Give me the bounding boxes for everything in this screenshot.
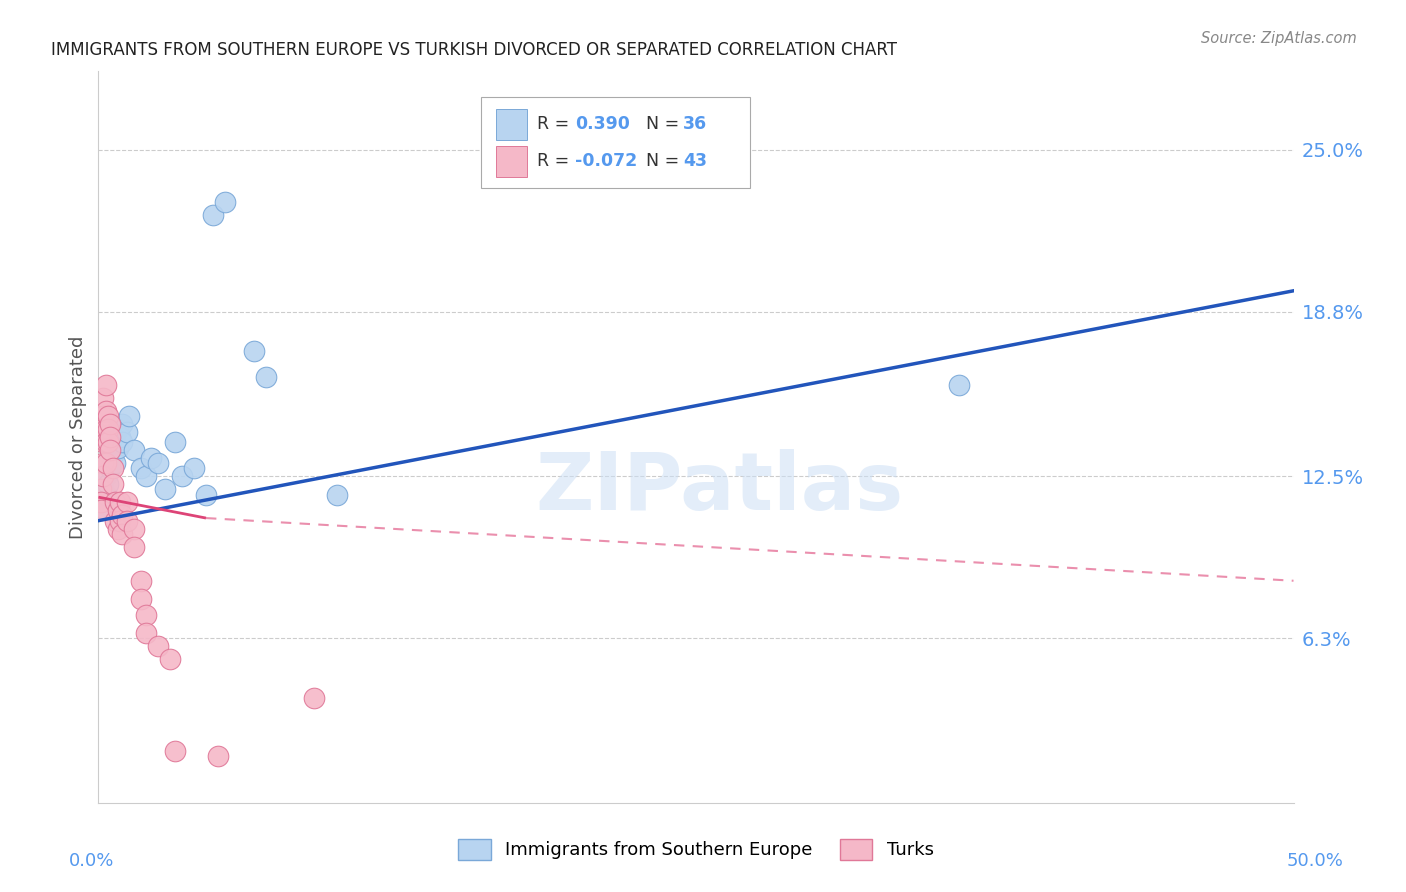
Point xyxy=(91,500,114,515)
Text: N =: N = xyxy=(636,115,685,133)
Point xyxy=(107,441,129,455)
Point xyxy=(91,409,114,424)
Point xyxy=(90,503,112,517)
Point xyxy=(124,521,146,535)
Point xyxy=(124,540,146,554)
Point xyxy=(131,574,153,588)
Point xyxy=(104,495,127,509)
Text: IMMIGRANTS FROM SOUTHERN EUROPE VS TURKISH DIVORCED OR SEPARATED CORRELATION CHA: IMMIGRANTS FROM SOUTHERN EUROPE VS TURKI… xyxy=(51,41,897,59)
Point xyxy=(98,461,122,475)
Point xyxy=(108,514,131,528)
Text: R =: R = xyxy=(537,153,575,170)
Point xyxy=(97,409,120,424)
Legend: Immigrants from Southern Europe, Turks: Immigrants from Southern Europe, Turks xyxy=(451,831,941,867)
Point xyxy=(243,343,266,358)
Point xyxy=(97,422,120,436)
Point xyxy=(94,456,117,470)
Point xyxy=(183,461,205,475)
Point xyxy=(302,691,325,706)
Point xyxy=(135,469,157,483)
Text: 50.0%: 50.0% xyxy=(1286,852,1343,870)
Point xyxy=(163,743,186,757)
FancyBboxPatch shape xyxy=(496,109,527,139)
Point xyxy=(148,639,170,653)
Point xyxy=(94,422,117,436)
Point xyxy=(115,495,138,509)
Text: 0.390: 0.390 xyxy=(575,115,630,133)
Text: Source: ZipAtlas.com: Source: ZipAtlas.com xyxy=(1201,31,1357,46)
Point xyxy=(111,435,134,450)
Point xyxy=(97,456,120,470)
Point xyxy=(90,495,112,509)
Y-axis label: Divorced or Separated: Divorced or Separated xyxy=(69,335,87,539)
Point xyxy=(94,404,117,418)
Point xyxy=(101,448,124,462)
Point xyxy=(98,443,122,458)
Point xyxy=(111,417,134,431)
Point xyxy=(214,194,236,209)
Point xyxy=(101,461,124,475)
Point xyxy=(91,483,114,497)
Point xyxy=(91,456,114,470)
Point xyxy=(104,514,127,528)
Point xyxy=(98,443,122,458)
Point xyxy=(254,370,277,384)
Point xyxy=(94,487,117,501)
Point xyxy=(207,748,229,763)
FancyBboxPatch shape xyxy=(496,145,527,177)
Point xyxy=(94,469,117,483)
Point xyxy=(115,425,138,439)
FancyBboxPatch shape xyxy=(481,97,749,188)
Point xyxy=(90,495,112,509)
Point xyxy=(948,377,970,392)
Text: ZIPatlas: ZIPatlas xyxy=(536,450,904,527)
Point xyxy=(107,422,129,436)
Point xyxy=(91,469,114,483)
Text: N =: N = xyxy=(636,153,685,170)
Point xyxy=(131,461,153,475)
Point xyxy=(98,430,122,444)
Point xyxy=(94,435,117,450)
Text: 0.0%: 0.0% xyxy=(69,852,114,870)
Point xyxy=(91,435,114,450)
Point xyxy=(98,417,122,431)
Point xyxy=(163,435,186,450)
Point xyxy=(131,592,153,607)
Point xyxy=(101,430,124,444)
Point xyxy=(148,456,170,470)
Point xyxy=(91,391,114,405)
Point xyxy=(124,443,146,458)
Point xyxy=(107,503,129,517)
Point xyxy=(111,526,134,541)
Text: 43: 43 xyxy=(683,153,707,170)
Point xyxy=(104,456,127,470)
Point xyxy=(97,477,120,491)
Point xyxy=(94,377,117,392)
Point xyxy=(139,450,162,465)
Text: 36: 36 xyxy=(683,115,707,133)
Point xyxy=(108,430,131,444)
Point xyxy=(108,495,131,509)
Point xyxy=(159,652,181,666)
Point xyxy=(326,487,349,501)
Point xyxy=(118,409,141,424)
Text: -0.072: -0.072 xyxy=(575,153,637,170)
Point xyxy=(202,208,225,222)
Point xyxy=(155,483,177,497)
Point xyxy=(101,477,124,491)
Point xyxy=(135,607,157,622)
Point xyxy=(135,626,157,640)
Point xyxy=(90,483,112,497)
Point xyxy=(91,422,114,436)
Point xyxy=(107,521,129,535)
Point xyxy=(115,514,138,528)
Point xyxy=(172,469,194,483)
Point xyxy=(195,487,218,501)
Point xyxy=(104,435,127,450)
Text: R =: R = xyxy=(537,115,575,133)
Point xyxy=(97,435,120,450)
Point xyxy=(111,508,134,523)
